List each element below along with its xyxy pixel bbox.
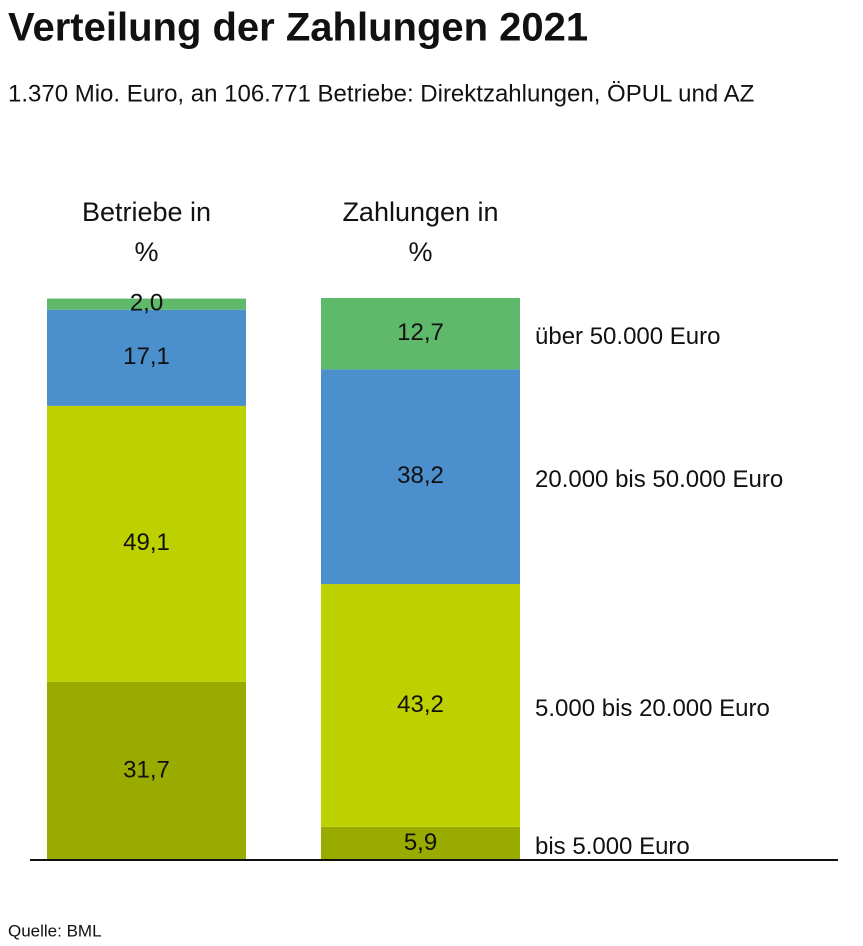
x-tick-label: Zahlungen in % [342, 197, 499, 267]
source: Quelle: BML [8, 921, 102, 940]
data-label: 49,1 [123, 529, 170, 556]
bar-segment [47, 405, 246, 682]
legend-label: bis 5.000 Euro [535, 833, 690, 860]
data-label: 17,1 [123, 343, 170, 370]
bar-segment [321, 298, 520, 370]
data-label: 2,0 [130, 290, 163, 317]
data-label: 5,9 [404, 829, 437, 856]
legend-label: 20.000 bis 50.000 Euro [535, 466, 783, 493]
bar-segment [47, 298, 246, 310]
x-tick-label: Betriebe in % [81, 197, 212, 267]
chart-subtitle: 1.370 Mio. Euro, an 106.771 Betriebe: Di… [8, 80, 754, 107]
bar-segment [321, 826, 520, 860]
bar-segment [47, 309, 246, 406]
data-label: 43,2 [397, 691, 444, 718]
legend-label: über 50.000 Euro [535, 323, 720, 350]
data-label: 31,7 [123, 756, 170, 783]
data-label: 12,7 [397, 319, 444, 346]
bar-segment [321, 369, 520, 585]
data-label: 38,2 [397, 462, 444, 489]
bar-segment [321, 584, 520, 827]
chart-title: Verteilung der Zahlungen 2021 [8, 6, 588, 50]
legend-label: 5.000 bis 20.000 Euro [535, 695, 770, 722]
bar-segment [47, 681, 246, 860]
